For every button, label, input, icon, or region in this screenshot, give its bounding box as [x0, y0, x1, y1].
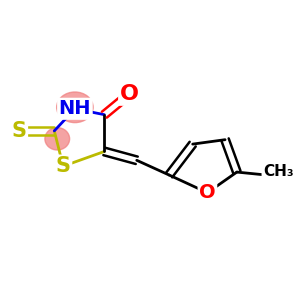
Text: NH: NH [59, 99, 91, 118]
Text: CH₃: CH₃ [263, 164, 293, 179]
Ellipse shape [45, 128, 70, 150]
Text: O: O [199, 183, 216, 202]
Text: S: S [56, 156, 70, 176]
Text: O: O [120, 84, 139, 104]
Text: S: S [11, 121, 26, 141]
Ellipse shape [57, 92, 93, 123]
